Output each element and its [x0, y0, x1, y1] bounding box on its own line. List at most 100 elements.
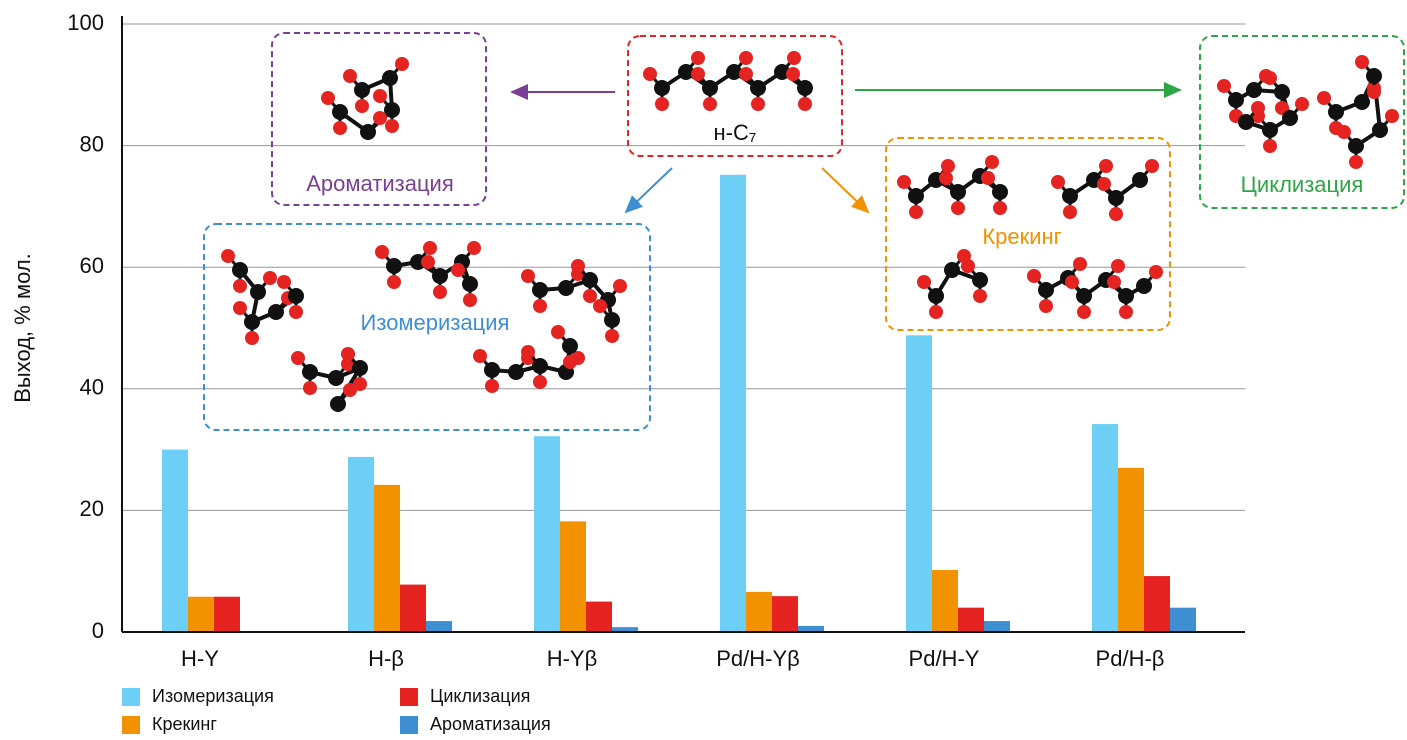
- hydrogen: [563, 355, 577, 369]
- hydrogen: [245, 331, 259, 345]
- hydrogen: [1051, 175, 1065, 189]
- carbon: [1238, 114, 1254, 130]
- bar: [400, 585, 426, 632]
- legend-swatch: [122, 688, 140, 706]
- bar: [374, 485, 400, 632]
- hydrogen: [533, 299, 547, 313]
- carbon: [532, 358, 548, 374]
- hydrogen: [1097, 177, 1111, 191]
- hydrogen: [277, 275, 291, 289]
- hydrogen: [993, 201, 1007, 215]
- carbon: [330, 396, 346, 412]
- carbon: [562, 338, 578, 354]
- arrow: [822, 168, 868, 212]
- hydrogen: [897, 175, 911, 189]
- carbon: [244, 314, 260, 330]
- hydrogen: [333, 121, 347, 135]
- legend: ИзомеризацияКрекингЦиклизацияАроматизаци…: [122, 686, 551, 734]
- bar: [906, 335, 932, 632]
- legend-label: Ароматизация: [430, 714, 551, 734]
- hydrogen: [1263, 139, 1277, 153]
- x-tick-label: H-Y: [181, 646, 219, 671]
- bar: [984, 621, 1010, 632]
- carbon: [354, 82, 370, 98]
- hydrogen: [485, 379, 499, 393]
- carbon: [268, 304, 284, 320]
- hydrogen: [1149, 265, 1163, 279]
- hydrogen: [355, 99, 369, 113]
- bar: [348, 457, 374, 632]
- hydrogen: [909, 205, 923, 219]
- carbon: [1132, 172, 1148, 188]
- carbon: [950, 184, 966, 200]
- bar: [1144, 576, 1170, 632]
- carbon: [558, 280, 574, 296]
- hydrogen: [613, 279, 627, 293]
- arrow: [626, 168, 672, 212]
- bar: [958, 608, 984, 632]
- carbon: [1108, 190, 1124, 206]
- carbon: [352, 360, 368, 376]
- bars: H-YH-βH-YβPd/H-YβPd/H-YPd/H-β: [162, 175, 1196, 671]
- hydrogen: [571, 259, 585, 273]
- hydrogen: [593, 299, 607, 313]
- carbon: [944, 262, 960, 278]
- hydrogen: [421, 255, 435, 269]
- carbon: [972, 272, 988, 288]
- carbon: [1282, 110, 1298, 126]
- legend-swatch: [400, 688, 418, 706]
- hydrogen: [1073, 257, 1087, 271]
- hydrogen: [1109, 207, 1123, 221]
- carbon: [386, 258, 402, 274]
- carbon: [582, 272, 598, 288]
- hydrogen: [521, 345, 535, 359]
- carbon: [382, 70, 398, 86]
- carbon: [908, 188, 924, 204]
- carbon: [1274, 84, 1290, 100]
- hydrogen: [263, 271, 277, 285]
- hydrogen: [303, 381, 317, 395]
- hydrogen: [1145, 159, 1159, 173]
- legend-swatch: [122, 716, 140, 734]
- legend-label: Крекинг: [152, 714, 217, 734]
- carbon: [432, 268, 448, 284]
- y-tick-label: 20: [80, 496, 104, 521]
- carbon: [1366, 68, 1382, 84]
- x-tick-label: H-β: [368, 646, 404, 671]
- carbon: [928, 288, 944, 304]
- hydrogen: [929, 305, 943, 319]
- legend-label: Циклизация: [430, 686, 530, 706]
- hydrogen: [1385, 109, 1399, 123]
- hydrogen: [605, 329, 619, 343]
- hydrogen: [289, 305, 303, 319]
- hydrogen: [1119, 305, 1133, 319]
- hydrogen: [463, 293, 477, 307]
- hydrogen: [533, 375, 547, 389]
- hydrogen: [973, 289, 987, 303]
- bar: [720, 175, 746, 632]
- bar: [214, 597, 240, 632]
- hydrogen: [221, 249, 235, 263]
- hydrogen: [1251, 101, 1265, 115]
- hydrogen: [939, 171, 953, 185]
- hydrogen: [1295, 97, 1309, 111]
- hydrogen: [1337, 125, 1351, 139]
- y-tick-label: 40: [80, 375, 104, 400]
- bar: [1092, 424, 1118, 632]
- bar: [932, 570, 958, 632]
- hydrogen: [233, 301, 247, 315]
- hydrogen: [343, 383, 357, 397]
- annotation: н-C₇: [714, 120, 757, 145]
- hydrogen: [985, 155, 999, 169]
- hydrogen: [583, 289, 597, 303]
- chart: 020406080100 H-YH-βH-YβPd/H-YβPd/H-YPd/H…: [0, 0, 1407, 740]
- hydrogen: [233, 279, 247, 293]
- x-tick-label: Pd/H-β: [1096, 646, 1165, 671]
- carbon: [1354, 94, 1370, 110]
- hydrogen: [551, 325, 565, 339]
- hydrogen: [1349, 155, 1363, 169]
- hydrogen: [1263, 71, 1277, 85]
- bar: [1118, 468, 1144, 632]
- carbon: [1062, 188, 1078, 204]
- carbon: [288, 288, 304, 304]
